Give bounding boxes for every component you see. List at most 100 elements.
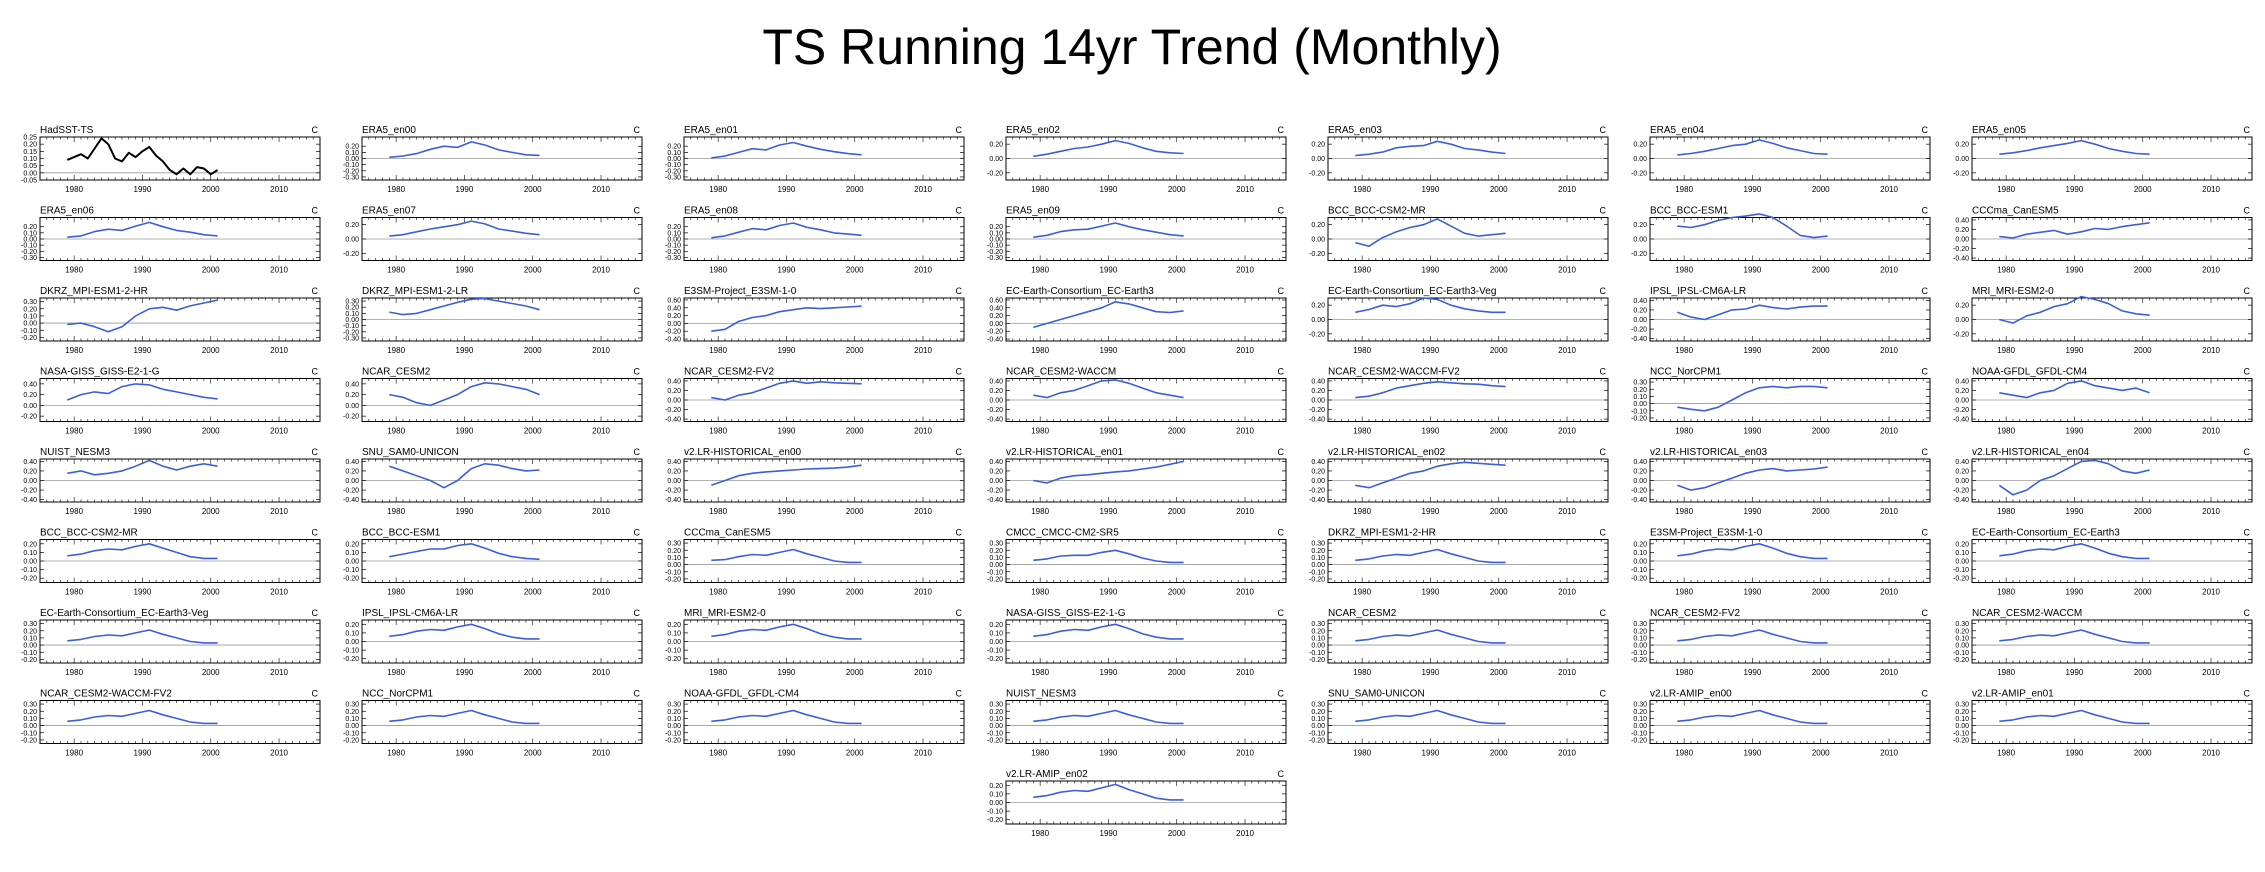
x-tick-label: 1990 bbox=[1744, 588, 1762, 597]
x-tick-label: 2010 bbox=[592, 668, 610, 677]
panel-frame bbox=[39, 297, 321, 342]
panel-units: C bbox=[312, 367, 319, 377]
panel-label: BCC_BCC-CSM2-MR bbox=[1328, 206, 1426, 217]
y-tick-label: -0.20 bbox=[665, 407, 681, 414]
y-tick-label: 0.40 bbox=[989, 378, 1003, 385]
panel-units: C bbox=[1600, 206, 1607, 216]
y-tick-label: 0.20 bbox=[989, 622, 1003, 629]
x-tick-label: 1990 bbox=[1744, 266, 1762, 275]
x-tick-label: 1990 bbox=[134, 588, 152, 597]
panel-label: ERA5_en06 bbox=[40, 206, 94, 217]
x-tick-label: 1990 bbox=[1744, 346, 1762, 355]
y-tick-label: 0.10 bbox=[667, 150, 681, 157]
panel-units: C bbox=[2244, 447, 2251, 457]
series-line bbox=[711, 380, 862, 401]
x-tick-label: 1990 bbox=[1100, 427, 1118, 436]
panel: NCAR_CESM2-WACCM-FV2 C 0.40 0.20 0.00 -0.20 -0… bbox=[1309, 367, 1609, 436]
series-line bbox=[67, 459, 218, 476]
y-tick-label: 0.10 bbox=[345, 311, 359, 318]
panel-units: C bbox=[956, 528, 963, 538]
x-tick-label: 2010 bbox=[914, 185, 932, 194]
panel-label: v2.LR-HISTORICAL_en00 bbox=[684, 447, 802, 458]
y-tick-label: 0.20 bbox=[23, 541, 37, 548]
x-tick-label: 1980 bbox=[1031, 427, 1049, 436]
panel-units: C bbox=[1600, 125, 1607, 135]
y-tick-label: 0.20 bbox=[989, 224, 1003, 231]
x-tick-label: 1980 bbox=[65, 185, 83, 194]
panel-label: NCAR_CESM2-FV2 bbox=[1650, 608, 1740, 619]
x-tick-label: 2010 bbox=[1880, 346, 1898, 355]
panel-label: BCC_BCC-CSM2-MR bbox=[40, 528, 138, 539]
y-tick-label: 0.00 bbox=[1633, 559, 1647, 566]
series-line bbox=[1677, 304, 1828, 321]
x-tick-label: 1990 bbox=[1422, 427, 1440, 436]
panel-label: v2.LR-HISTORICAL_en04 bbox=[1972, 447, 2090, 458]
x-tick-label: 2010 bbox=[270, 185, 288, 194]
x-tick-label: 2000 bbox=[2134, 427, 2152, 436]
x-tick-label: 1990 bbox=[1100, 185, 1118, 194]
panel-frame bbox=[1649, 619, 1931, 664]
y-tick-label: -0.30 bbox=[21, 255, 37, 262]
x-tick-label: 2000 bbox=[524, 427, 542, 436]
panel-frame bbox=[39, 619, 321, 664]
panel: v2.LR-HISTORICAL_en04 C 0.40 0.20 0.00 -0.20 -… bbox=[1953, 447, 2253, 516]
panel-units: C bbox=[956, 206, 963, 216]
x-tick-label: 2000 bbox=[524, 185, 542, 194]
y-tick-label: 0.20 bbox=[667, 224, 681, 231]
y-tick-label: -0.20 bbox=[1309, 331, 1325, 338]
y-tick-label: 0.20 bbox=[23, 224, 37, 231]
panel-label: v2.LR-HISTORICAL_en02 bbox=[1328, 447, 1446, 458]
panel: ERA5_en01 C 0.200.100.00-0.10-0.20-0.30 198… bbox=[665, 125, 965, 194]
panel: NUIST_NESM3 C 0.40 0.20 0.00 -0.20 -0.40 1980 19… bbox=[21, 447, 321, 516]
y-tick-label: 0.00 bbox=[1633, 478, 1647, 485]
panel: NASA-GISS_GISS-E2-1-G C 0.40 0.20 0.00 -0.20 1… bbox=[21, 367, 321, 436]
y-tick-label: -0.20 bbox=[665, 329, 681, 336]
y-tick-label: 0.40 bbox=[1633, 298, 1647, 305]
panel: MRI_MRI-ESM2-0 C 0.200.10 0.00 -0.10-0.20 198… bbox=[665, 608, 965, 677]
y-tick-label: 0.00 bbox=[1311, 562, 1325, 569]
y-tick-label: 0.00 bbox=[1955, 156, 1969, 163]
y-tick-label: 0.00 bbox=[989, 562, 1003, 569]
panel-label: MRI_MRI-ESM2-0 bbox=[684, 608, 766, 619]
x-tick-label: 2000 bbox=[1168, 185, 1186, 194]
x-tick-label: 2010 bbox=[1880, 507, 1898, 516]
x-tick-label: 2010 bbox=[270, 346, 288, 355]
x-tick-label: 2000 bbox=[1490, 185, 1508, 194]
x-tick-label: 2010 bbox=[1558, 507, 1576, 516]
x-tick-label: 1980 bbox=[1353, 346, 1371, 355]
x-tick-label: 2000 bbox=[202, 427, 220, 436]
x-tick-label: 2010 bbox=[1558, 668, 1576, 677]
panel: NCC_NorCPM1 C 0.300.200.100.00-0.10-0.20 19… bbox=[1631, 367, 1931, 436]
x-tick-label: 2010 bbox=[1880, 588, 1898, 597]
y-tick-label: 0.00 bbox=[667, 639, 681, 646]
y-tick-label: -0.40 bbox=[1309, 417, 1325, 424]
panel-units: C bbox=[956, 447, 963, 457]
panel-units: C bbox=[2244, 286, 2251, 296]
panel: ERA5_en05 C 0.20 0.00 -0.20 1980 1990 2000 2010 bbox=[1953, 125, 2253, 194]
y-tick-label: 0.00 bbox=[1955, 398, 1969, 405]
y-tick-label: 0.20 bbox=[345, 144, 359, 151]
panel-label: NUIST_NESM3 bbox=[40, 447, 110, 458]
y-tick-label: 0.00 bbox=[989, 478, 1003, 485]
x-tick-label: 2010 bbox=[914, 266, 932, 275]
y-tick-label: 0.20 bbox=[1311, 388, 1325, 395]
y-tick-label: 0.10 bbox=[1311, 555, 1325, 562]
y-tick-label: -0.20 bbox=[343, 251, 359, 258]
y-tick-label: 0.40 bbox=[1955, 378, 1969, 385]
y-tick-label: 0.00 bbox=[1633, 237, 1647, 244]
y-tick-label: -0.20 bbox=[987, 576, 1003, 583]
x-tick-label: 2010 bbox=[1880, 266, 1898, 275]
panel-frame bbox=[39, 378, 321, 422]
panel-label: DKRZ_MPI-ESM1-2-LR bbox=[362, 286, 468, 297]
x-tick-label: 1980 bbox=[1031, 507, 1049, 516]
y-tick-label: 0.00 bbox=[23, 170, 37, 177]
x-tick-label: 1980 bbox=[1675, 507, 1693, 516]
x-tick-label: 1980 bbox=[1997, 346, 2015, 355]
y-tick-label: -0.20 bbox=[343, 488, 359, 495]
x-tick-label: 2000 bbox=[1812, 266, 1830, 275]
x-tick-label: 1980 bbox=[1675, 346, 1693, 355]
y-tick-label: 0.00 bbox=[345, 237, 359, 244]
x-tick-label: 1980 bbox=[1031, 185, 1049, 194]
y-tick-label: 0.10 bbox=[667, 630, 681, 637]
